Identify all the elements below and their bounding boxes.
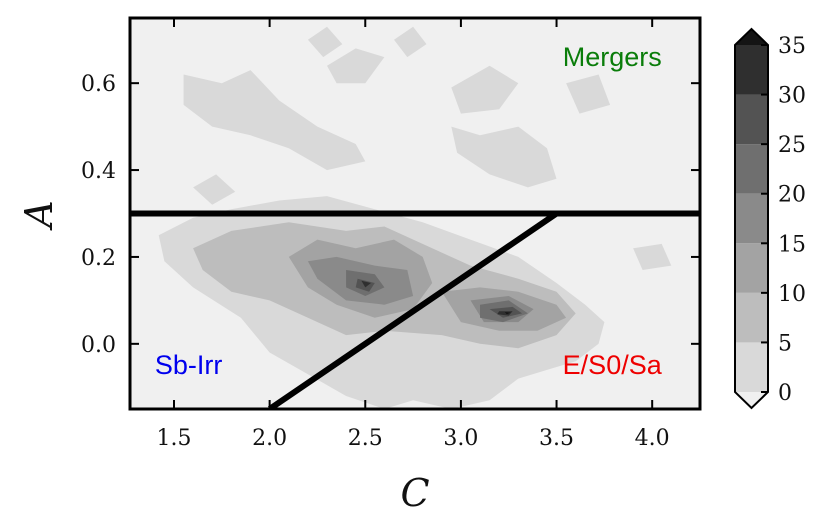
y-tick-label: 0.2 (81, 246, 116, 271)
y-axis-label: A (17, 200, 61, 230)
region-label-3: E/S0/Sa (563, 350, 663, 380)
colorbar-label: 20 (778, 183, 806, 208)
contour-level-1 (327, 48, 385, 84)
x-tick-label: 3.0 (443, 426, 478, 451)
density-contours (158, 26, 672, 409)
colorbar-segment (735, 243, 768, 293)
x-tick-label: 2.5 (348, 426, 383, 451)
x-tick-label: 4.0 (635, 426, 670, 451)
colorbar-label: 35 (778, 34, 806, 59)
y-tick-label: 0.4 (81, 159, 116, 184)
x-tick-label: 3.5 (539, 426, 574, 451)
y-axis-ticks: 0.0 0.2 0.4 0.6 (81, 72, 700, 358)
colorbar-extend-min (735, 392, 768, 408)
colorbar-label: 30 (778, 84, 806, 109)
region-label-1: Mergers (563, 42, 662, 72)
x-axis-label: C (400, 471, 429, 515)
contour-level-1 (307, 26, 343, 58)
colorbar: 0 5 10 15 20 25 30 35 (734, 27, 806, 410)
region-labels: Mergers Sb-Irr E/S0/Sa (155, 42, 663, 380)
contour-level-1 (566, 74, 611, 114)
colorbar-extend-max (735, 29, 768, 45)
colorbar-segment (735, 144, 768, 194)
separation-line-2 (267, 211, 559, 409)
x-tick-label: 1.5 (156, 426, 191, 451)
separation-lines (130, 210, 700, 409)
contour-level-7 (497, 311, 513, 316)
plot-frame (128, 16, 702, 411)
colorbar-segment (735, 193, 768, 244)
contour-level-7 (361, 280, 371, 288)
colorbar-label: 0 (778, 381, 792, 406)
colorbar-segment (735, 94, 768, 145)
contour-level-1 (633, 243, 672, 270)
y-tick-label: 0.6 (81, 72, 116, 97)
contour-level-1 (451, 126, 557, 188)
colorbar-segment (735, 292, 768, 343)
contour-level-1 (193, 174, 236, 205)
colorbar-segment (735, 342, 768, 392)
colorbar-segment (735, 45, 768, 95)
contour-level-8 (504, 312, 511, 315)
colorbar-label: 5 (778, 331, 792, 356)
colorbar-label: 25 (778, 133, 806, 158)
colorbar-label: 10 (778, 282, 806, 307)
x-tick-label: 2.0 (252, 426, 287, 451)
x-axis-ticks: 1.5 2.0 2.5 3.0 3.5 4.0 (156, 18, 670, 451)
contour-level-1 (451, 65, 519, 114)
y-tick-label: 0.0 (81, 333, 116, 358)
contour-level-1 (183, 70, 366, 171)
colorbar-label: 15 (778, 232, 806, 257)
contour-level-1 (394, 26, 427, 58)
region-label-2: Sb-Irr (155, 350, 223, 380)
